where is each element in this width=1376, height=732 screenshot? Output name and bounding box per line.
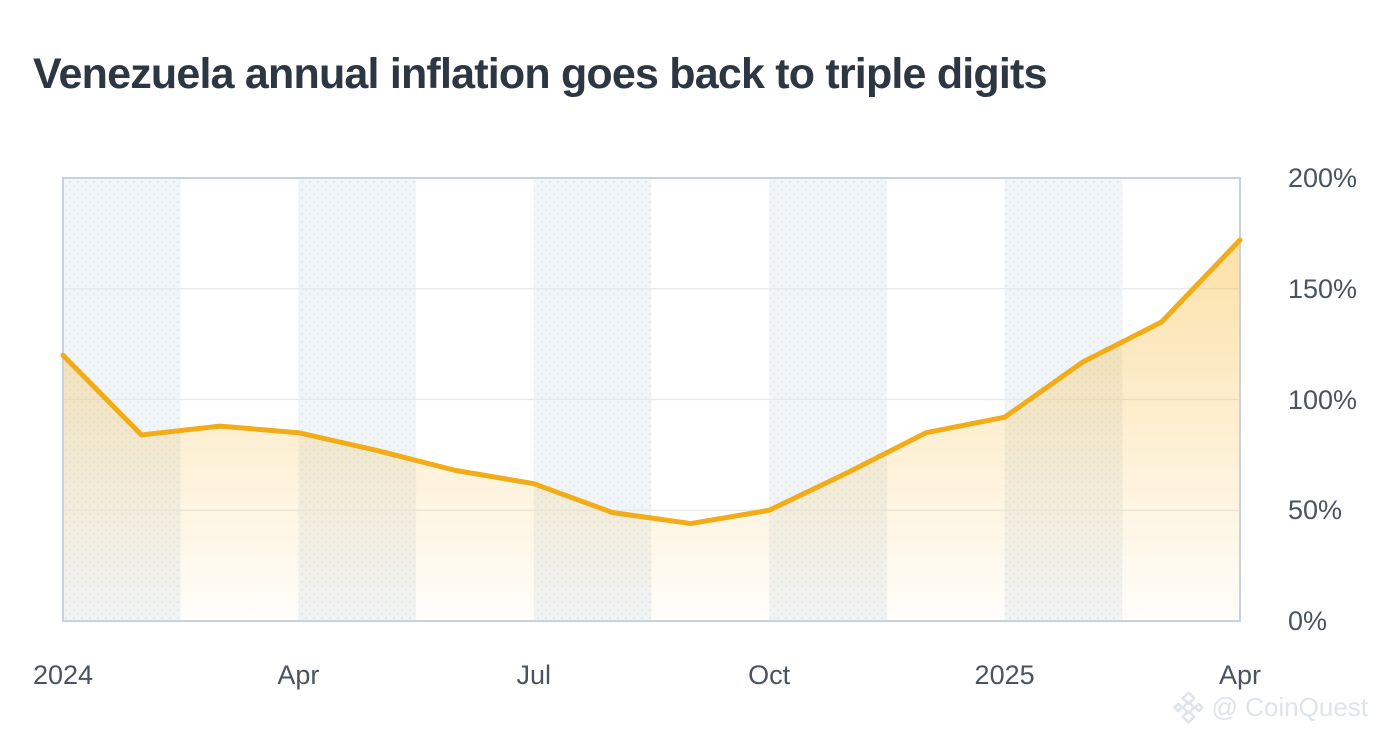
chart-title: Venezuela annual inflation goes back to … (33, 50, 1047, 98)
y-axis-label: 200% (1288, 163, 1358, 193)
x-axis-label: Apr (277, 660, 320, 690)
y-axis-label: 150% (1288, 273, 1358, 304)
y-axis-label: 0% (1288, 606, 1328, 636)
x-axis-label: Apr (1218, 660, 1262, 690)
x-axis-label: 2025 (974, 660, 1035, 690)
x-axis-label: Jul (516, 660, 552, 690)
watermark: @ CoinQuest (1172, 690, 1368, 724)
inflation-area-fill (63, 240, 1240, 621)
coinquest-logo-icon (1172, 690, 1204, 724)
plot-border (62, 177, 1241, 622)
y-axis-label: 100% (1288, 384, 1358, 415)
x-axis-label: 2024 (32, 660, 94, 690)
x-axis-label: Oct (748, 660, 791, 690)
watermark-text: @ CoinQuest (1211, 692, 1368, 722)
inflation-line (60, 237, 1243, 527)
y-axis-label: 50% (1288, 495, 1343, 526)
